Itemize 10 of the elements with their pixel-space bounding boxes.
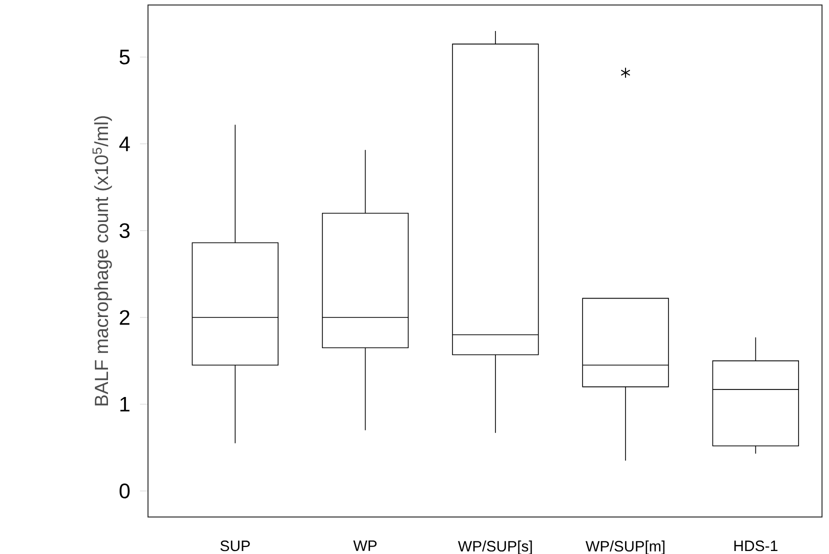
y-tick-label: 2 (120, 310, 130, 325)
y-tick-label: 4 (119, 136, 130, 152)
x-tick-label: SUP (220, 540, 250, 552)
x-tick-label: WP (353, 540, 377, 551)
y-tick-label: 1 (120, 396, 130, 412)
y-tick-label: 5 (120, 50, 130, 64)
y-tick-label: 3 (120, 223, 130, 238)
y-axis-title: BALF macrophage count (x10$^{5}$/ml) (92, 116, 112, 406)
x-tick-label: HDS-1 (734, 540, 778, 552)
y-tick-label: 0 (120, 484, 130, 498)
